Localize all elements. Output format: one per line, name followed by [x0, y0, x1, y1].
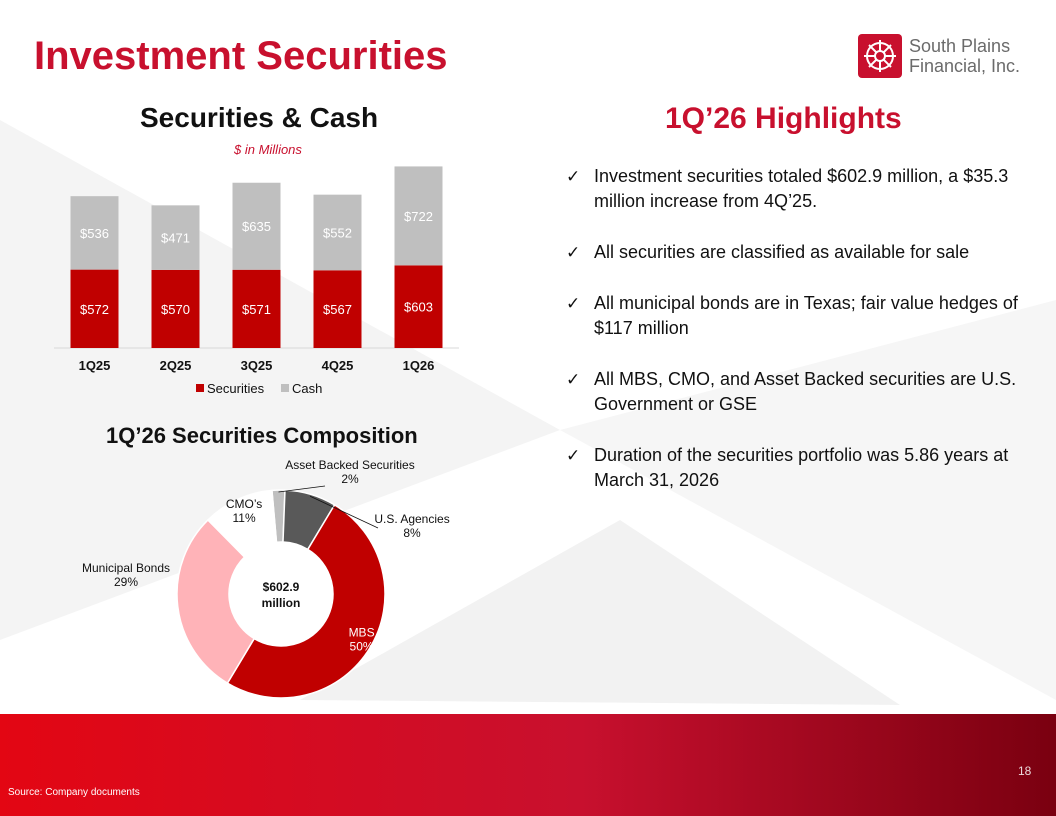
bar-cash-2Q25: [151, 205, 200, 270]
data-label-securities-1Q25: $572: [80, 302, 109, 317]
highlights-title: 1Q’26 Highlights: [665, 102, 902, 135]
sun-rays-logo-icon: [858, 34, 902, 78]
pie-chart-title: 1Q’26 Securities Composition: [106, 423, 418, 448]
data-label-securities-3Q25: $571: [242, 302, 271, 317]
donut-center-unit: million: [262, 596, 301, 610]
legend-swatch-securities: [196, 384, 204, 392]
bar-cash-1Q25: [70, 196, 119, 270]
bar-chart-subtitle: $ in Millions: [234, 142, 302, 157]
highlight-item: ✓ Duration of the securities portfolio wa…: [566, 443, 1026, 493]
checkmark-icon: ✓: [566, 370, 581, 389]
bar-cash-4Q25: [313, 194, 362, 271]
bar-chart-title: Securities & Cash: [140, 102, 379, 133]
page-title: Investment Securities: [34, 34, 448, 78]
leader-line-asset-backed-securities: [278, 485, 326, 493]
slice-percent-mbs: 50%: [350, 639, 374, 653]
x-tick-label-1Q26: 1Q26: [403, 358, 435, 373]
leader-line-u-s-agencies: [309, 495, 379, 529]
data-label-cash-1Q26: $722: [404, 209, 433, 224]
x-tick-label-3Q25: 3Q25: [241, 358, 273, 373]
data-label-cash-1Q25: $536: [80, 226, 109, 241]
x-tick-label-1Q25: 1Q25: [79, 358, 111, 373]
data-label-cash-2Q25: $471: [161, 231, 190, 246]
legend-label-cash: Cash: [292, 381, 322, 396]
highlight-text: All securities are classified as availab…: [594, 242, 970, 262]
bar-securities-1Q25: [70, 269, 119, 348]
bar-securities-4Q25: [313, 270, 362, 348]
slice-name-u-s-agencies: U.S. Agencies: [374, 512, 449, 526]
footer-band: [0, 714, 1056, 816]
data-label-cash-4Q25: $552: [323, 225, 352, 240]
highlight-text: Investment securities totaled $602.9 mil…: [594, 166, 1009, 211]
highlight-item: ✓ All municipal bonds are in Texas; fair …: [566, 291, 1026, 341]
logo-text-line2: Financial, Inc.: [909, 56, 1021, 76]
donut-slice-mbs: [226, 503, 386, 699]
checkmark-icon: ✓: [566, 167, 581, 186]
logo-text-line1: South Plains: [909, 36, 1011, 56]
data-label-securities-1Q26: $603: [404, 300, 433, 315]
highlight-item: ✓ All MBS, CMO, and Asset Backed securiti…: [566, 367, 1026, 417]
slice-name-cmo-s: CMO’s: [226, 497, 262, 511]
checkmark-icon: ✓: [566, 243, 581, 262]
legend-swatch-cash: [281, 384, 289, 392]
highlight-item: ✓ Investment securities totaled $602.9 mi…: [566, 164, 1026, 214]
donut-center-value: $602.9: [263, 580, 300, 594]
bar-securities-1Q26: [394, 265, 443, 348]
slice-percent-asset-backed-securities: 2%: [341, 472, 359, 486]
highlight-item: ✓ All securities are classified as availa…: [566, 240, 1026, 265]
slice-percent-u-s-agencies: 8%: [403, 526, 421, 540]
x-tick-label-2Q25: 2Q25: [160, 358, 192, 373]
slice-name-asset-backed-securities: Asset Backed Securities: [285, 458, 414, 472]
donut-slice-cmo-s: [206, 489, 278, 559]
securities-cash-bar-chart: $572 $536 1Q25 $570 $471 2Q25 $571 $635 3Q25 $567…: [54, 166, 459, 396]
slice-percent-cmo-s: 11%: [233, 511, 256, 525]
donut-slice-municipal-bonds: [176, 518, 256, 685]
highlight-text: Duration of the securities portfolio was…: [594, 445, 1009, 490]
bar-cash-1Q26: [394, 166, 443, 266]
highlight-text: All municipal bonds are in Texas; fair v…: [594, 293, 1018, 338]
data-label-securities-4Q25: $567: [323, 302, 352, 317]
source-note: Source: Company documents: [8, 787, 140, 798]
legend-label-securities: Securities: [207, 381, 265, 396]
checkmark-icon: ✓: [566, 446, 581, 465]
page-number: 18: [1018, 764, 1032, 778]
slice-name-mbs: MBS: [349, 625, 375, 639]
slice-percent-municipal-bonds: 29%: [114, 575, 138, 589]
slice-name-municipal-bonds: Municipal Bonds: [82, 561, 170, 575]
highlight-text: All MBS, CMO, and Asset Backed securitie…: [594, 369, 1017, 414]
company-logo: South Plains Financial, Inc.: [858, 32, 1028, 80]
checkmark-icon: ✓: [566, 294, 581, 313]
x-tick-label-4Q25: 4Q25: [322, 358, 354, 373]
bar-securities-2Q25: [151, 269, 200, 348]
data-label-cash-3Q25: $635: [242, 219, 271, 234]
bar-securities-3Q25: [232, 269, 281, 348]
bar-cash-3Q25: [232, 182, 281, 270]
data-label-securities-2Q25: $570: [161, 302, 190, 317]
highlights-list: ✓ Investment securities totaled $602.9 mi…: [566, 164, 1026, 519]
